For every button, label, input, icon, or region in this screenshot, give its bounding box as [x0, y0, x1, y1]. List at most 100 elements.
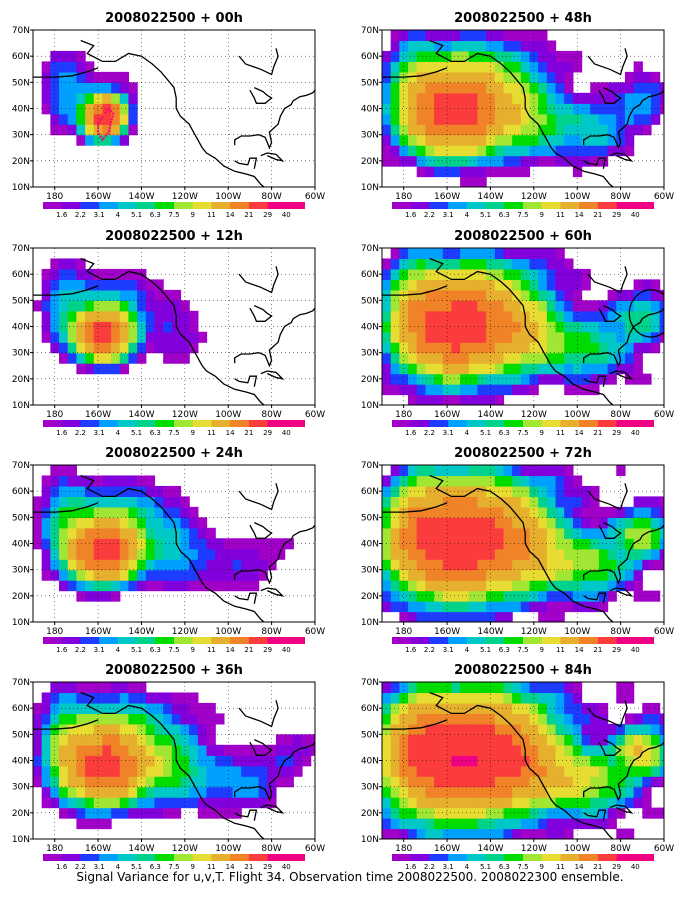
colorbar-label: 14	[226, 429, 235, 437]
colorbar-swatch	[267, 854, 287, 861]
variance-cell	[650, 744, 661, 756]
variance-cell	[650, 321, 661, 333]
variance-cell	[624, 723, 635, 735]
variance-cell	[171, 496, 182, 508]
variance-cell	[145, 475, 156, 487]
variance-cell	[180, 506, 190, 518]
variance-cell	[434, 786, 444, 798]
variance-cell	[460, 145, 470, 157]
variance-cell	[546, 713, 557, 725]
variance-cell	[85, 786, 95, 798]
variance-cell	[624, 373, 635, 385]
variance-cell	[111, 682, 121, 694]
variance-cell	[650, 723, 661, 735]
variance-cell	[382, 82, 392, 94]
variance-cell	[442, 394, 453, 405]
colorbar-label: 5.1	[131, 646, 142, 654]
variance-cell	[442, 310, 453, 322]
colorbar-label: 2.2	[424, 863, 435, 871]
coastline	[382, 285, 448, 296]
variance-cell	[382, 268, 392, 280]
colorbar-label: 40	[631, 429, 640, 437]
variance-cell	[50, 786, 60, 798]
variance-cell	[408, 807, 418, 819]
variance-cell	[102, 692, 112, 704]
variance-cell	[529, 506, 539, 518]
variance-cell	[119, 363, 130, 375]
variance-cell	[642, 559, 652, 571]
x-tick-label: 140W	[477, 410, 503, 420]
variance-cell	[390, 601, 400, 613]
variance-cell	[572, 713, 583, 725]
variance-cell	[616, 692, 626, 704]
variance-cell	[572, 268, 583, 280]
variance-cell	[145, 713, 156, 725]
variance-cell	[215, 755, 225, 767]
variance-cell	[408, 258, 418, 270]
x-tick-label: 180	[46, 844, 63, 854]
variance-cell	[616, 113, 626, 125]
variance-cell	[555, 797, 565, 809]
variance-cell	[399, 496, 409, 508]
y-tick-label: 10N	[361, 618, 379, 628]
variance-cell	[460, 559, 470, 571]
variance-cell	[512, 475, 522, 487]
variance-cell	[477, 818, 487, 830]
variance-cell	[607, 797, 617, 809]
y-tick-label: 10N	[361, 835, 379, 845]
colorbar-label: 5.1	[480, 429, 491, 437]
variance-cell	[546, 485, 557, 497]
variance-cell	[650, 702, 661, 714]
y-tick-label: 30N	[12, 349, 30, 359]
variance-cell	[408, 496, 418, 508]
colorbar-label: 9	[190, 429, 194, 437]
variance-cell	[633, 744, 643, 756]
variance-cell	[76, 352, 86, 364]
colorbar-label: 14	[226, 863, 235, 871]
variance-cell	[232, 786, 242, 798]
variance-cell	[41, 538, 51, 550]
coastline	[80, 474, 266, 622]
variance-cell	[258, 786, 268, 798]
variance-cell	[434, 50, 444, 62]
variance-cell	[85, 702, 95, 714]
variance-cell	[382, 744, 392, 756]
variance-cell	[111, 331, 121, 343]
variance-cell	[512, 166, 522, 178]
variance-cell	[434, 755, 444, 767]
coastline	[609, 152, 634, 162]
variance-cell	[555, 124, 565, 136]
variance-cell	[512, 776, 522, 788]
variance-cell	[154, 559, 164, 571]
x-tick-label: 100W	[215, 844, 241, 854]
colorbar-label: 7.5	[168, 429, 179, 437]
colorbar-swatch	[211, 202, 231, 209]
variance-cell	[529, 342, 539, 354]
variance-cell	[477, 258, 487, 270]
variance-cell	[434, 713, 444, 725]
variance-cell	[503, 601, 513, 613]
variance-cell	[607, 580, 617, 592]
variance-cell	[85, 363, 95, 375]
variance-cell	[460, 611, 470, 622]
variance-cell	[111, 496, 121, 508]
variance-cell	[486, 692, 496, 704]
variance-cell	[434, 548, 444, 560]
variance-cell	[163, 580, 173, 592]
variance-cell	[434, 475, 444, 487]
variance-cell	[41, 268, 51, 280]
x-tick-label: 180	[46, 627, 63, 637]
variance-cell	[503, 310, 513, 322]
variance-cell	[206, 765, 216, 777]
colorbar-swatch	[429, 637, 449, 644]
y-tick-label: 60N	[361, 704, 379, 714]
variance-cell	[546, 828, 557, 839]
variance-cell	[425, 506, 435, 518]
variance-cell	[267, 548, 277, 560]
variance-cell	[85, 755, 95, 767]
variance-cell	[425, 723, 435, 735]
variance-cell	[598, 590, 609, 602]
variance-cell	[382, 797, 392, 809]
coastline	[598, 305, 622, 322]
variance-cell	[451, 103, 461, 115]
